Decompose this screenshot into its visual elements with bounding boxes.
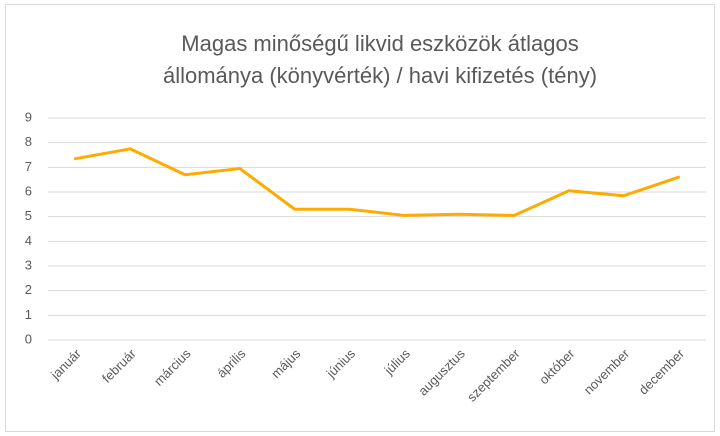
y-tick-label: 8 bbox=[25, 134, 32, 149]
y-tick-label: 2 bbox=[25, 282, 32, 297]
y-tick-label: 3 bbox=[25, 257, 32, 272]
y-tick-label: 0 bbox=[25, 331, 32, 346]
y-tick-label: 1 bbox=[25, 307, 32, 322]
chart-title: állománya (könyvérték) / havi kifizetés … bbox=[163, 63, 597, 88]
y-tick-label: 5 bbox=[25, 208, 32, 223]
y-tick-label: 7 bbox=[25, 159, 32, 174]
chart-title: Magas minőségű likvid eszközök átlagos bbox=[181, 31, 578, 56]
y-tick-label: 9 bbox=[25, 109, 32, 124]
data-line bbox=[73, 147, 681, 217]
y-tick-label: 4 bbox=[25, 233, 32, 248]
chart-frame bbox=[5, 4, 715, 432]
y-tick-label: 6 bbox=[25, 183, 32, 198]
